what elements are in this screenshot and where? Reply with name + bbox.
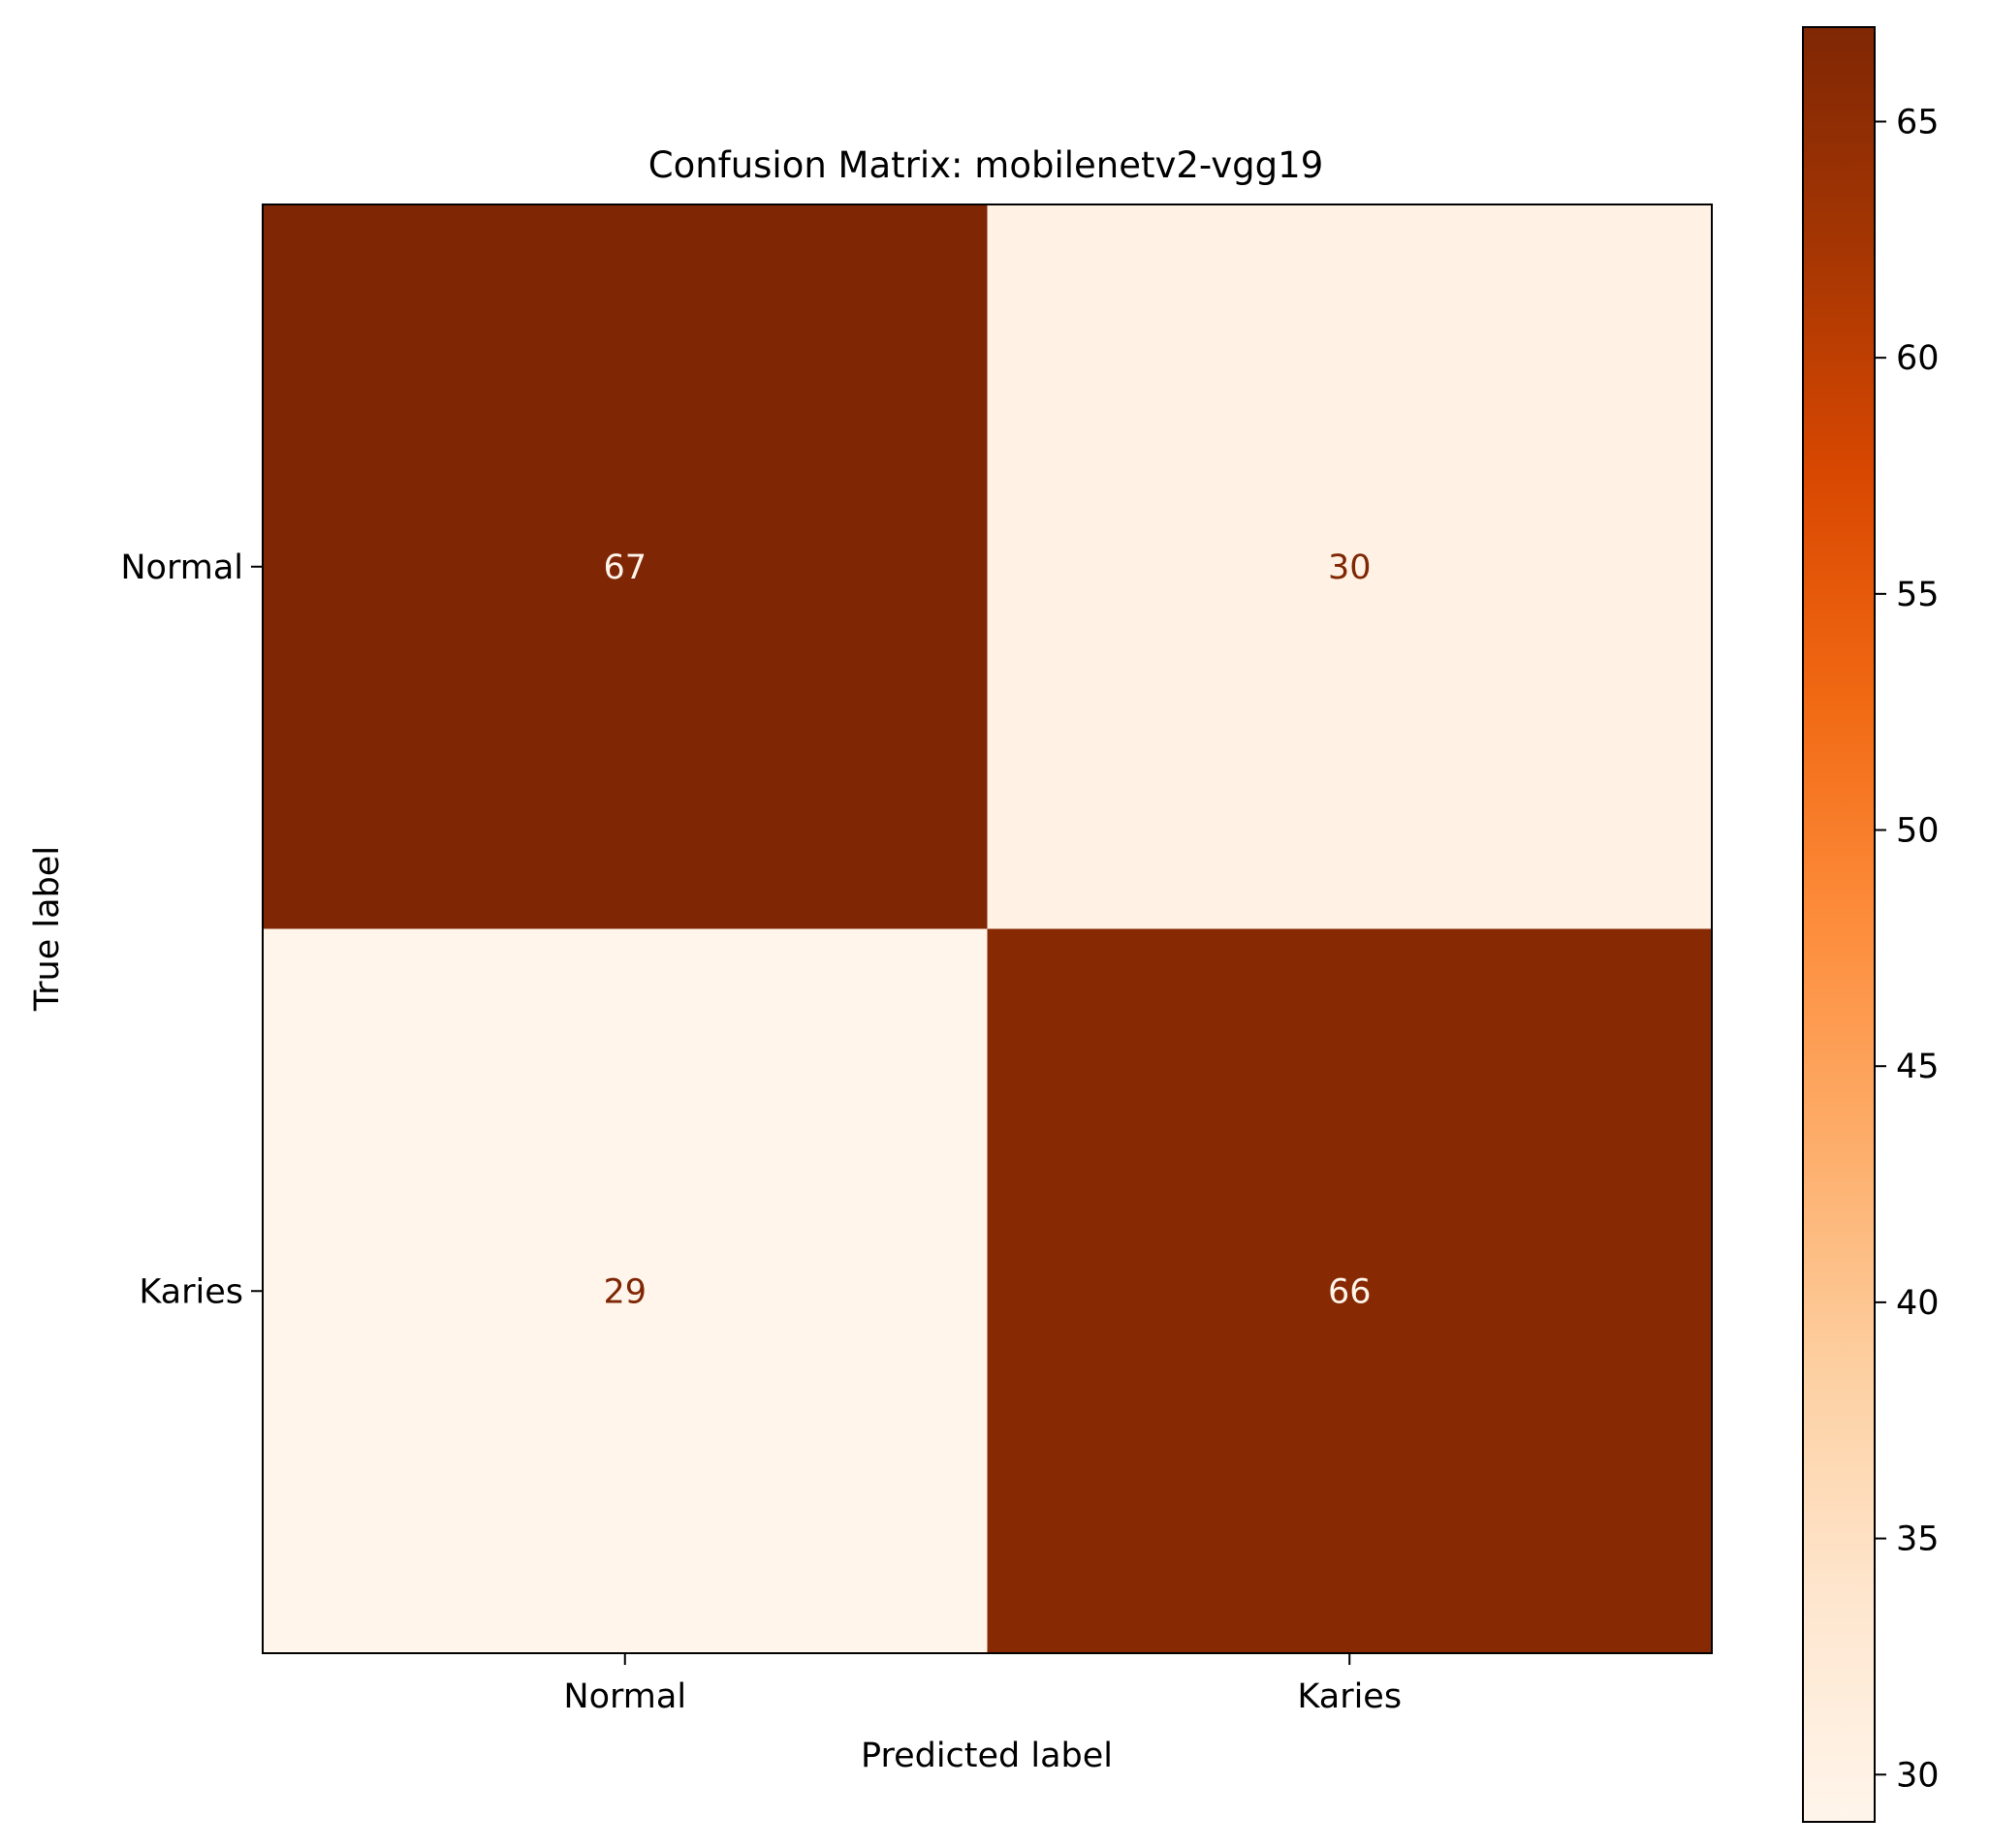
colorbar-tick-label: 60: [1896, 339, 1940, 378]
y-tick-label: Normal: [120, 548, 243, 587]
x-tick-label: Karies: [1297, 1677, 1402, 1716]
heatmap-cell-labels: 67 30 29 66: [603, 548, 1371, 1312]
y-axis-ticks: Normal Karies: [120, 548, 263, 1311]
cell-value-label: 66: [1328, 1272, 1372, 1311]
colorbar-tick-label: 35: [1896, 1520, 1940, 1559]
cell-value-label: 29: [603, 1272, 647, 1311]
colorbar-tick-label: 50: [1896, 812, 1940, 851]
colorbar: [1802, 26, 1876, 1823]
x-tick-label: Normal: [563, 1677, 686, 1716]
heatmap-cell: [263, 204, 988, 929]
heatmap-cell: [987, 204, 1713, 929]
y-axis-label: True label: [28, 846, 67, 1012]
cell-value-label: 30: [1328, 548, 1372, 587]
plot-frame: [262, 204, 1713, 1654]
colorbar-tick-label: 55: [1896, 576, 1940, 614]
heatmap-cell: [263, 928, 988, 1654]
colorbar-tick-label: 40: [1896, 1284, 1940, 1323]
heatmap-cell: [987, 928, 1713, 1654]
cell-value-label: 67: [603, 548, 647, 587]
heatmap-cells: [263, 204, 1713, 1654]
x-axis-label: Predicted label: [861, 1737, 1113, 1775]
chart-title: Confusion Matrix: mobilenetv2-vgg19: [648, 144, 1323, 186]
y-tick-label: Karies: [139, 1272, 243, 1311]
colorbar-tick-label: 65: [1896, 103, 1940, 141]
colorbar-ticks: 30 35 40 45 50 55 60 65: [1875, 103, 1940, 1795]
x-axis-ticks: Normal Karies: [563, 1653, 1402, 1716]
colorbar-tick-label: 30: [1896, 1756, 1940, 1795]
colorbar-tick-label: 45: [1896, 1048, 1940, 1086]
